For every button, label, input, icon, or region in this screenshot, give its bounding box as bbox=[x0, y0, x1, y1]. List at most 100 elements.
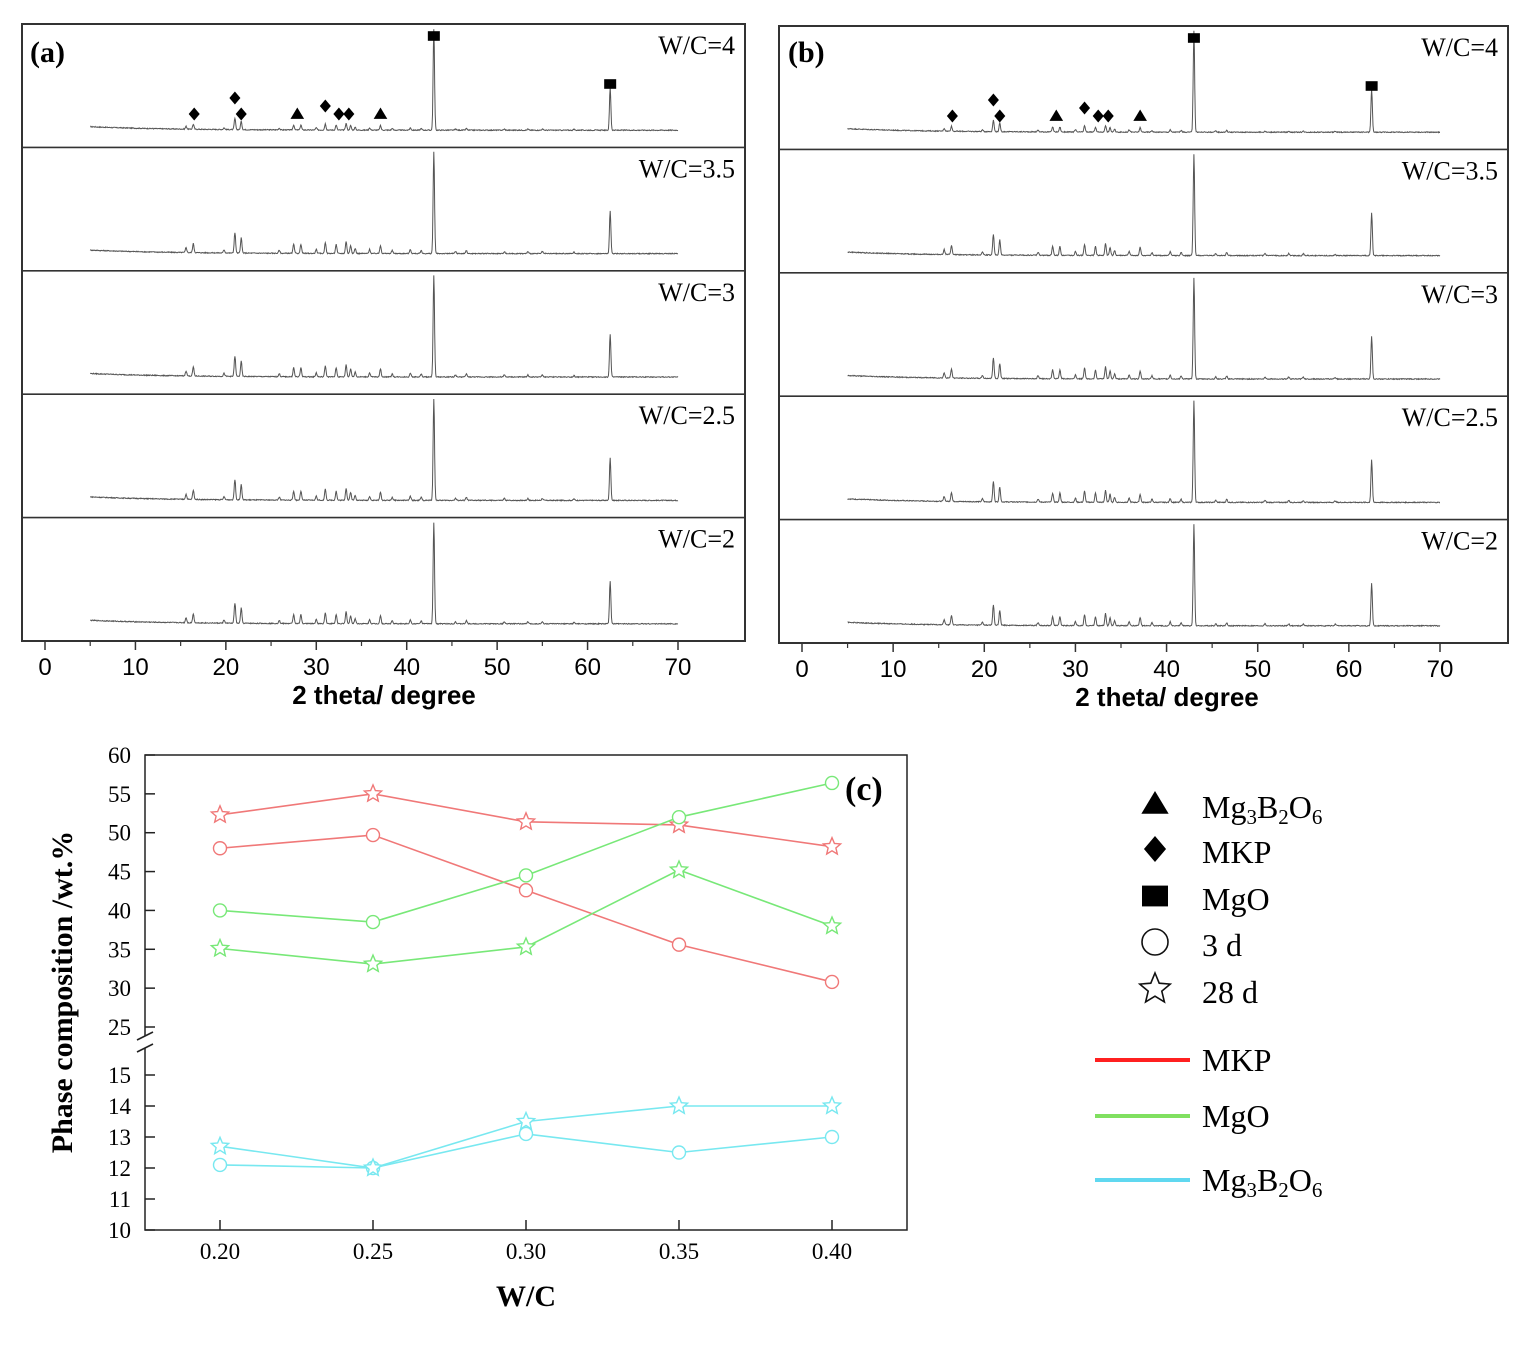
x-tick-label: 10 bbox=[880, 656, 907, 683]
x-tick-label: 20 bbox=[971, 656, 998, 683]
series-line-mkp-3-d bbox=[219, 834, 833, 983]
x-tick-label: 30 bbox=[1062, 656, 1089, 683]
panel-b: (b) W/C=4 W/C=3.5 W/C=3 W/C=2.5 W/C=2 0 10 20 3… bbox=[778, 25, 1509, 712]
legend-line-label: MKP bbox=[1202, 1042, 1271, 1078]
series-point bbox=[365, 914, 381, 930]
y-tick-label: 45 bbox=[108, 860, 131, 885]
marker-mkp bbox=[946, 109, 958, 123]
stack-label: W/C=3.5 bbox=[639, 154, 735, 183]
y-tick-label: 11 bbox=[109, 1187, 131, 1212]
legend-symbol-triangle bbox=[1141, 791, 1169, 814]
stack-label: W/C=2 bbox=[658, 525, 735, 554]
marker-mgo bbox=[1187, 33, 1200, 43]
legend: Mg3​B2​O6​ MKP MgO 3 d 28 d MKP MgO Mg3​B2​O6​ bbox=[1095, 789, 1322, 1202]
x-tick-label: 60 bbox=[1336, 656, 1363, 683]
series-point bbox=[668, 1095, 690, 1115]
legend-label: 3 d bbox=[1202, 927, 1242, 963]
xrd-pattern-W/C=2.5 bbox=[847, 400, 1440, 504]
x-tick-label: 0.40 bbox=[812, 1239, 852, 1264]
y-tick-label: 12 bbox=[108, 1156, 131, 1181]
xrd-pattern-W/C=2 bbox=[847, 524, 1441, 628]
stack-label: W/C=3 bbox=[1421, 280, 1498, 309]
xrd-pattern-W/C=3.5 bbox=[89, 151, 679, 255]
x-tick-label: 0.35 bbox=[659, 1239, 699, 1264]
series-point bbox=[212, 841, 228, 856]
legend-symbol-circle bbox=[1141, 928, 1169, 956]
marker-mkp bbox=[229, 91, 241, 105]
marker-mg3b2o6 bbox=[1133, 109, 1147, 121]
y-tick-label: 60 bbox=[108, 743, 131, 768]
panel-b-frame bbox=[778, 25, 1509, 644]
y-tick-label: 13 bbox=[108, 1125, 131, 1150]
panel-b-label: (b) bbox=[788, 36, 825, 69]
x-tick-label: 0.25 bbox=[353, 1239, 393, 1264]
stack-label: W/C=2 bbox=[1421, 527, 1498, 556]
series-point bbox=[824, 974, 840, 990]
x-tick-label: 10 bbox=[122, 654, 149, 681]
series-point bbox=[212, 1157, 228, 1173]
x-tick-label: 40 bbox=[393, 654, 420, 681]
series-point bbox=[824, 775, 840, 791]
series-point bbox=[365, 827, 381, 843]
x-tick-label: 0 bbox=[795, 656, 808, 683]
marker-mgo bbox=[1365, 81, 1378, 91]
series-point bbox=[518, 883, 534, 898]
marker-mg3b2o6 bbox=[1049, 109, 1064, 121]
legend-symbol-star bbox=[1137, 970, 1173, 1004]
series-point bbox=[824, 1129, 840, 1145]
series-point bbox=[821, 835, 843, 856]
panel-a-label: (a) bbox=[30, 36, 65, 69]
y-tick-label: 15 bbox=[108, 1063, 131, 1088]
y-tick-label: 10 bbox=[108, 1218, 131, 1243]
xrd-pattern-W/C=3.5 bbox=[847, 154, 1441, 258]
panel-c-xlabel: W/C bbox=[496, 1280, 556, 1313]
panel-a: (a) W/C=4 W/C=3.5 W/C=3 W/C=2.5 W/C=2 0 10 20 3… bbox=[21, 23, 746, 710]
y-tick-label: 35 bbox=[108, 937, 131, 962]
series-point bbox=[515, 1110, 537, 1131]
stack-label: W/C=3 bbox=[658, 278, 735, 307]
xrd-pattern-W/C=3 bbox=[89, 275, 679, 379]
y-tick-label: 40 bbox=[108, 898, 131, 923]
series-point bbox=[518, 1126, 534, 1142]
series-point bbox=[821, 915, 843, 935]
marker-mgo bbox=[427, 31, 440, 41]
series-point bbox=[362, 953, 384, 973]
marker-mkp bbox=[235, 107, 247, 121]
series-point bbox=[671, 937, 687, 952]
axis-break-mark bbox=[136, 1043, 154, 1053]
series-point bbox=[515, 936, 537, 956]
series-point bbox=[821, 1095, 843, 1115]
y-tick-label: 14 bbox=[108, 1094, 132, 1119]
x-tick-label: 0.30 bbox=[506, 1239, 546, 1264]
x-tick-label: 70 bbox=[665, 654, 692, 681]
panel-c-label: (c) bbox=[845, 771, 883, 808]
xrd-pattern-W/C=2 bbox=[89, 522, 679, 626]
series-point bbox=[362, 1157, 384, 1177]
series-point bbox=[518, 868, 534, 883]
legend-label: 28 d bbox=[1202, 974, 1258, 1010]
marker-mkp bbox=[188, 107, 200, 121]
x-tick-label: 0 bbox=[38, 654, 51, 681]
series-point bbox=[668, 859, 690, 879]
series-point bbox=[209, 937, 231, 958]
marker-mgo bbox=[604, 79, 617, 89]
panel-b-xlabel: 2 theta/ degree bbox=[1075, 682, 1259, 712]
legend-line-label: Mg3​B2​O6​ bbox=[1202, 1162, 1322, 1202]
xrd-pattern-W/C=2.5 bbox=[90, 398, 679, 502]
legend-symbol-square bbox=[1142, 885, 1168, 907]
x-tick-label: 70 bbox=[1427, 656, 1454, 683]
y-tick-label: 55 bbox=[108, 782, 131, 807]
marker-mg3b2o6 bbox=[373, 107, 388, 119]
legend-symbol-diamond bbox=[1143, 836, 1167, 862]
stack-label: W/C=4 bbox=[658, 31, 735, 60]
marker-mkp bbox=[1092, 109, 1104, 123]
stack-label: W/C=2.5 bbox=[1402, 403, 1498, 432]
marker-mkp bbox=[994, 109, 1006, 123]
series-point bbox=[515, 810, 537, 831]
x-tick-label: 50 bbox=[1244, 656, 1271, 683]
series-point bbox=[209, 1135, 231, 1156]
x-tick-label: 60 bbox=[574, 654, 601, 681]
y-tick-label: 25 bbox=[108, 1015, 131, 1040]
stack-label: W/C=2.5 bbox=[639, 401, 735, 430]
